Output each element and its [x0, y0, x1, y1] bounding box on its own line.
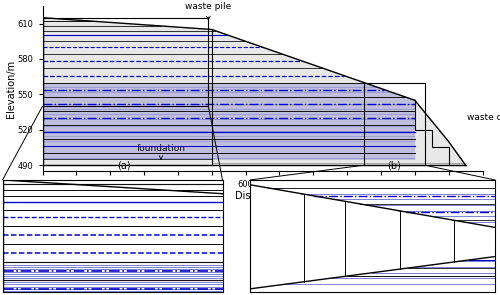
X-axis label: Distance/m: Distance/m [234, 191, 290, 201]
Text: foundation: foundation [136, 144, 186, 159]
Text: waste pile: waste pile [185, 2, 232, 20]
Text: (b): (b) [388, 161, 402, 171]
Polygon shape [42, 18, 466, 165]
Text: (a): (a) [117, 161, 130, 171]
Text: waste dam: waste dam [468, 114, 500, 122]
Y-axis label: Elevation/m: Elevation/m [6, 59, 16, 118]
